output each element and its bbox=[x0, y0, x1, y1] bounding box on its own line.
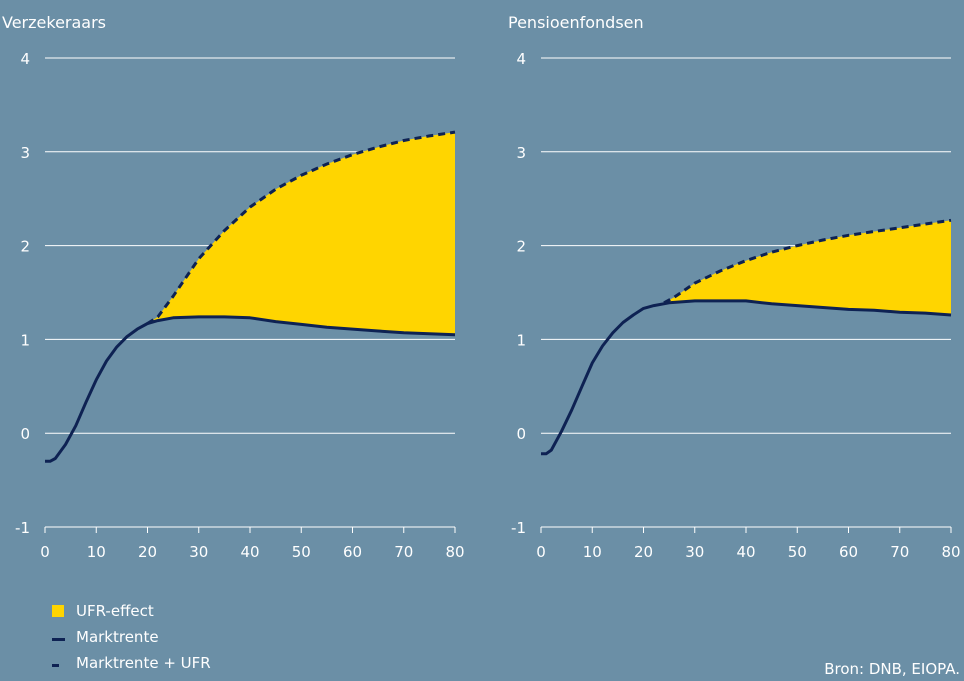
y-tick-label-verzekeraars: 4 bbox=[20, 50, 30, 68]
x-tick-label-verzekeraars: 50 bbox=[292, 543, 311, 561]
x-tick-label-verzekeraars: 0 bbox=[40, 543, 50, 561]
y-tick-label-pensioenfondsen: 1 bbox=[516, 331, 526, 349]
series-line-marktrente-pensioenfondsen bbox=[541, 299, 952, 456]
legend-swatch-marktrente bbox=[52, 638, 65, 641]
x-tick-label-verzekeraars: 60 bbox=[343, 543, 362, 561]
x-tick-label-verzekeraars: 70 bbox=[394, 543, 413, 561]
x-tick-label-pensioenfondsen: 60 bbox=[839, 543, 858, 561]
y-tick-label-pensioenfondsen: 0 bbox=[516, 425, 526, 443]
y-tick-label-pensioenfondsen: 3 bbox=[516, 144, 526, 162]
x-tick-label-verzekeraars: 40 bbox=[240, 543, 259, 561]
x-tick-label-pensioenfondsen: 0 bbox=[536, 543, 546, 561]
source-note: Bron: DNB, EIOPA. bbox=[824, 660, 960, 678]
x-tick-label-pensioenfondsen: 80 bbox=[941, 543, 960, 561]
legend-swatch-ufr-effect bbox=[52, 605, 64, 617]
x-tick-label-verzekeraars: 30 bbox=[189, 543, 208, 561]
legend-label-marktrente: Marktrente bbox=[76, 628, 159, 646]
x-tick-label-pensioenfondsen: 70 bbox=[890, 543, 909, 561]
legend-label-ufr-effect: UFR-effect bbox=[76, 602, 154, 620]
series-line-marktrente-ufr-pensioenfondsen bbox=[663, 218, 952, 305]
y-tick-label-verzekeraars: -1 bbox=[15, 519, 30, 537]
ufr-effect-area-verzekeraars bbox=[147, 132, 455, 335]
y-tick-label-verzekeraars: 2 bbox=[20, 238, 30, 256]
ufr-effect-area-pensioenfondsen bbox=[664, 220, 951, 315]
x-tick-label-pensioenfondsen: 20 bbox=[634, 543, 653, 561]
y-tick-label-pensioenfondsen: 4 bbox=[516, 50, 526, 68]
y-tick-label-verzekeraars: 1 bbox=[20, 331, 30, 349]
x-tick-label-pensioenfondsen: 10 bbox=[583, 543, 602, 561]
series-line-marktrente-verzekeraars bbox=[45, 315, 456, 463]
legend-label-marktrente-ufr: Marktrente + UFR bbox=[76, 654, 211, 672]
chart-title-pensioenfondsen: Pensioenfondsen bbox=[508, 13, 644, 32]
x-tick-label-verzekeraars: 10 bbox=[87, 543, 106, 561]
x-tick-label-verzekeraars: 20 bbox=[138, 543, 157, 561]
y-tick-label-pensioenfondsen: 2 bbox=[516, 238, 526, 256]
x-tick-label-pensioenfondsen: 30 bbox=[685, 543, 704, 561]
y-tick-label-pensioenfondsen: -1 bbox=[511, 519, 526, 537]
x-tick-label-pensioenfondsen: 40 bbox=[736, 543, 755, 561]
x-tick-label-pensioenfondsen: 50 bbox=[788, 543, 807, 561]
chart-title-verzekeraars: Verzekeraars bbox=[2, 13, 106, 32]
y-tick-label-verzekeraars: 0 bbox=[20, 425, 30, 443]
y-tick-label-verzekeraars: 3 bbox=[20, 144, 30, 162]
x-tick-label-verzekeraars: 80 bbox=[445, 543, 464, 561]
legend-swatch-marktrente-ufr bbox=[52, 664, 59, 667]
